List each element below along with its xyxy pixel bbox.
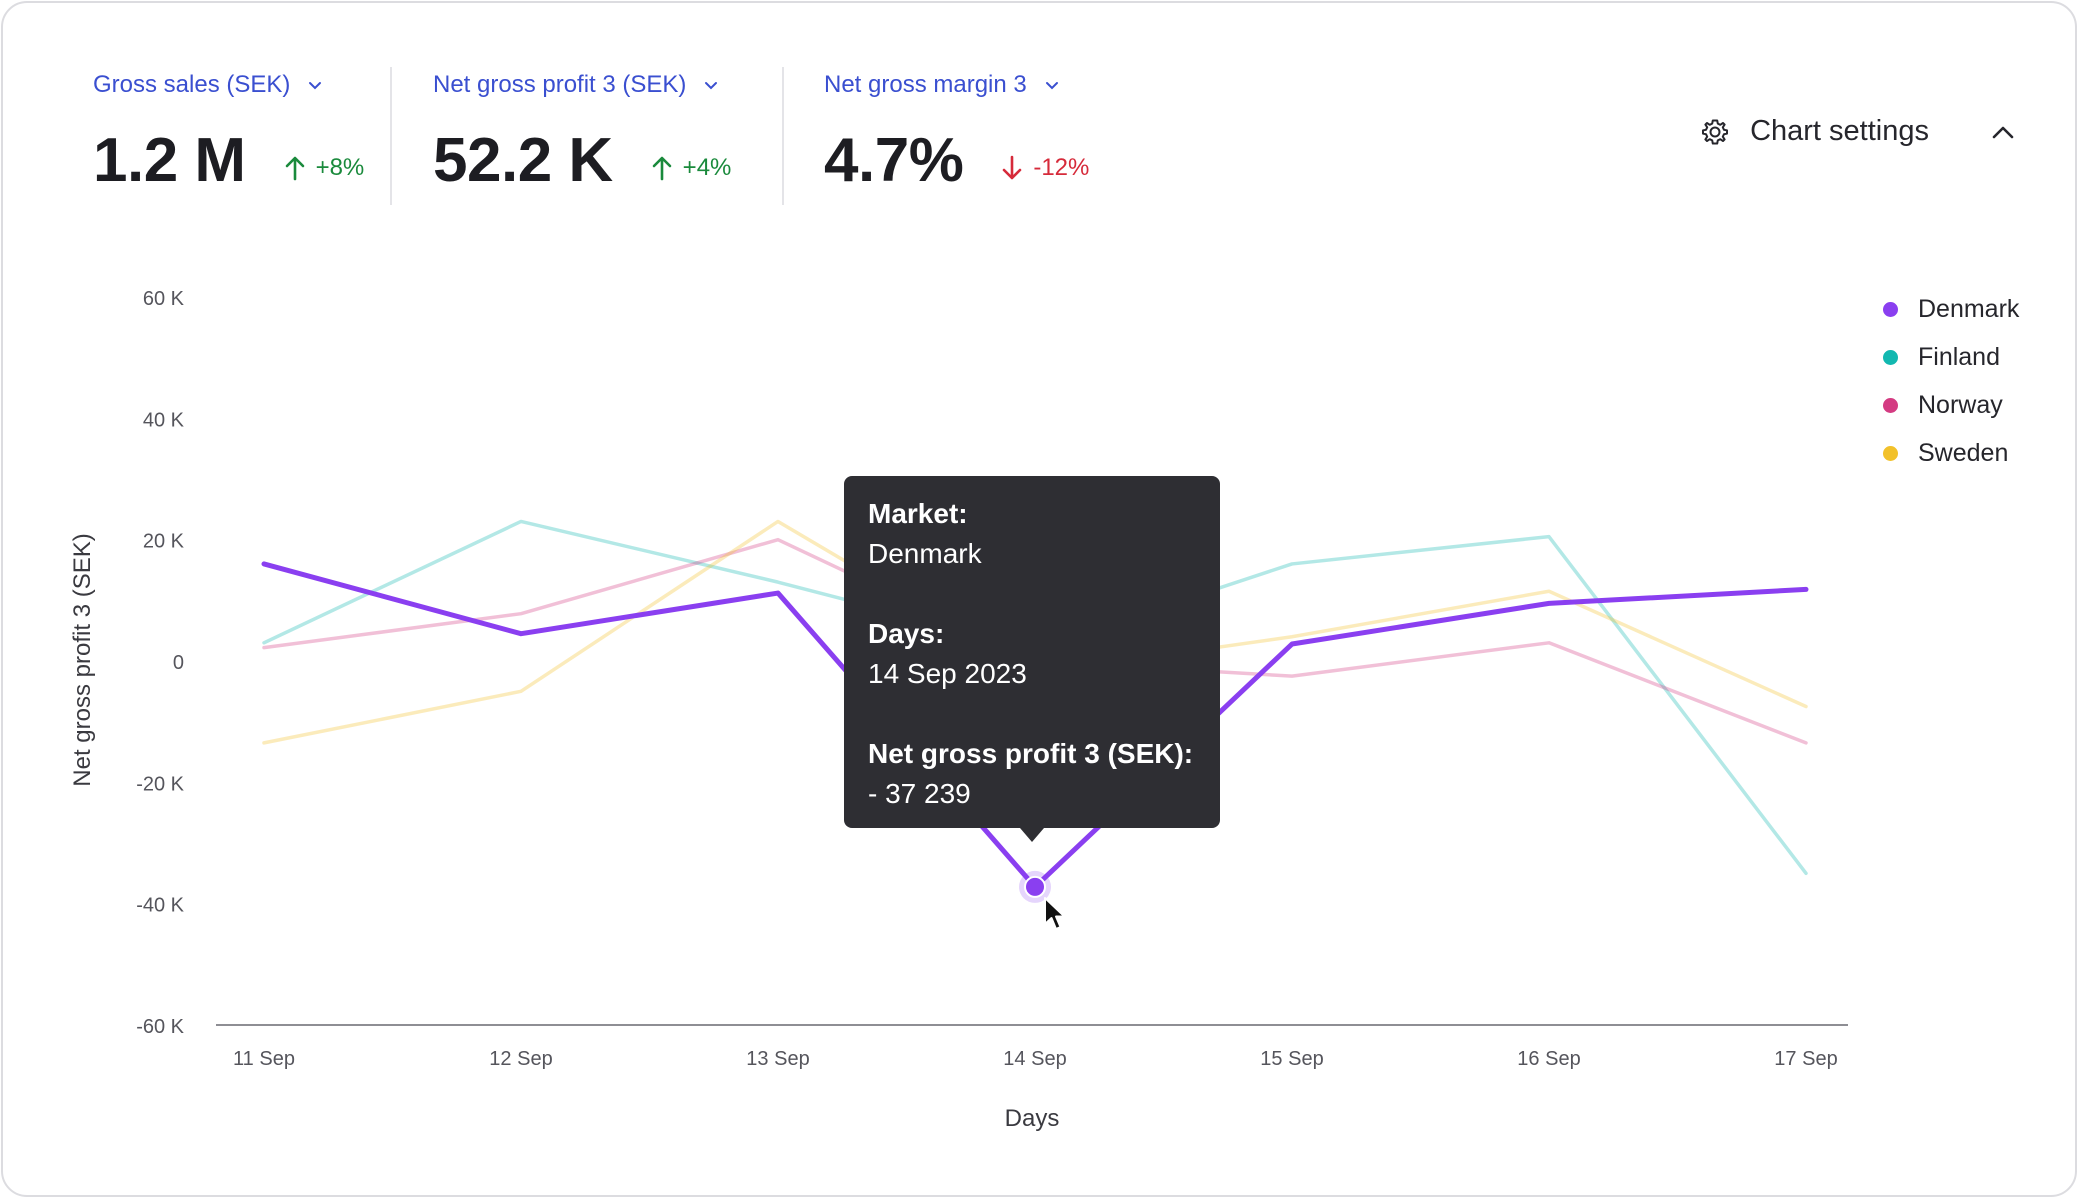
kpi-label: Net gross profit 3 (SEK) bbox=[433, 71, 687, 98]
arrow-down-icon bbox=[1003, 155, 1022, 179]
y-axis-title: Net gross profit 3 (SEK) bbox=[69, 533, 96, 786]
tooltip-market-value: Denmark bbox=[868, 538, 982, 569]
legend-dot-icon bbox=[1883, 349, 1898, 365]
y-tick-label: 40 K bbox=[143, 409, 185, 431]
gear-icon bbox=[1702, 119, 1729, 144]
chevron-down-icon bbox=[309, 82, 322, 90]
kpi-value: 1.2 M bbox=[93, 126, 246, 195]
legend-item-finland[interactable]: Finland bbox=[1883, 333, 2019, 381]
legend-item-norway[interactable]: Norway bbox=[1883, 381, 2019, 429]
legend-label: Norway bbox=[1918, 390, 2003, 419]
kpi-delta-value: -12% bbox=[1033, 153, 1090, 181]
legend-dot-icon bbox=[1883, 397, 1898, 413]
y-tick-label: -60 K bbox=[136, 1016, 184, 1038]
kpi-label: Net gross margin 3 bbox=[824, 71, 1027, 98]
tooltip-days-value: 14 Sep 2023 bbox=[868, 658, 1027, 689]
kpi-gross-sales: Gross sales (SEK) 1.2 M +8% bbox=[93, 71, 364, 196]
legend-label: Finland bbox=[1918, 342, 2000, 371]
y-tick-label: 0 bbox=[173, 652, 184, 674]
x-tick-label: 16 Sep bbox=[1517, 1048, 1580, 1070]
kpi-net-gross-profit: Net gross profit 3 (SEK) 52.2 K +4% bbox=[433, 71, 731, 196]
y-tick-label: -20 K bbox=[136, 773, 184, 795]
kpi-divider bbox=[390, 67, 392, 205]
x-axis-title: Days bbox=[1005, 1105, 1060, 1132]
legend-label: Denmark bbox=[1918, 294, 2020, 323]
chevron-up-icon bbox=[1992, 126, 2014, 138]
arrow-up-icon bbox=[652, 156, 671, 180]
chevron-down-icon bbox=[705, 82, 718, 90]
chart-tooltip: Market: Denmark Days: 14 Sep 2023 Net gr… bbox=[844, 476, 1220, 842]
x-tick-label: 14 Sep bbox=[1003, 1048, 1066, 1070]
x-tick-label: 13 Sep bbox=[746, 1048, 809, 1070]
chart-settings-button[interactable]: Chart settings bbox=[1700, 115, 2015, 148]
kpi-label: Gross sales (SEK) bbox=[93, 71, 291, 98]
kpi-net-gross-margin: Net gross margin 3 4.7% -12% bbox=[824, 71, 1089, 196]
kpi-net-gross-margin-selector[interactable]: Net gross margin 3 bbox=[824, 71, 1089, 99]
kpi-delta: -12% bbox=[1001, 154, 1089, 182]
legend-label: Sweden bbox=[1918, 438, 2009, 467]
legend-dot-icon bbox=[1883, 301, 1898, 317]
x-tick-label: 15 Sep bbox=[1260, 1048, 1323, 1070]
y-tick-label: -40 K bbox=[136, 895, 184, 917]
legend-item-denmark[interactable]: Denmark bbox=[1883, 285, 2019, 333]
kpi-delta-value: +8% bbox=[315, 153, 365, 181]
x-tick-label: 17 Sep bbox=[1774, 1048, 1837, 1070]
y-tick-label: 20 K bbox=[143, 531, 185, 553]
kpi-net-gross-profit-selector[interactable]: Net gross profit 3 (SEK) bbox=[433, 71, 731, 99]
x-tick-label: 12 Sep bbox=[489, 1048, 552, 1070]
legend-item-sweden[interactable]: Sweden bbox=[1883, 429, 2019, 477]
tooltip-days-label: Days: bbox=[868, 618, 945, 649]
y-axis: 60 K 40 K 20 K 0 -20 K -40 K -60 K bbox=[136, 288, 184, 1038]
kpi-delta: +8% bbox=[284, 153, 365, 182]
chart-settings-label: Chart settings bbox=[1750, 115, 1929, 147]
chevron-down-icon bbox=[1045, 82, 1058, 90]
tooltip-metric-value: - 37 239 bbox=[868, 778, 971, 809]
arrow-up-icon bbox=[285, 156, 304, 180]
x-axis: 11 Sep 12 Sep 13 Sep 14 Sep 15 Sep 16 Sep 17 S… bbox=[233, 1048, 1838, 1070]
x-tick-label: 11 Sep bbox=[233, 1048, 295, 1070]
tooltip-metric-label: Net gross profit 3 (SEK): bbox=[868, 738, 1194, 769]
legend-dot-icon bbox=[1883, 445, 1898, 461]
y-tick-label: 60 K bbox=[143, 288, 185, 310]
kpi-delta-value: +4% bbox=[682, 153, 732, 181]
mouse-cursor-icon bbox=[1044, 897, 1066, 930]
kpi-divider bbox=[782, 67, 784, 205]
kpi-value: 52.2 K bbox=[433, 126, 613, 195]
highlighted-data-point[interactable] bbox=[1024, 875, 1046, 898]
tooltip-market-label: Market: bbox=[868, 498, 968, 529]
kpi-value: 4.7% bbox=[824, 126, 964, 195]
kpi-delta: +4% bbox=[651, 153, 732, 182]
chart-legend: Denmark Finland Norway Sweden bbox=[1883, 285, 2019, 477]
kpi-gross-sales-selector[interactable]: Gross sales (SEK) bbox=[93, 71, 364, 99]
